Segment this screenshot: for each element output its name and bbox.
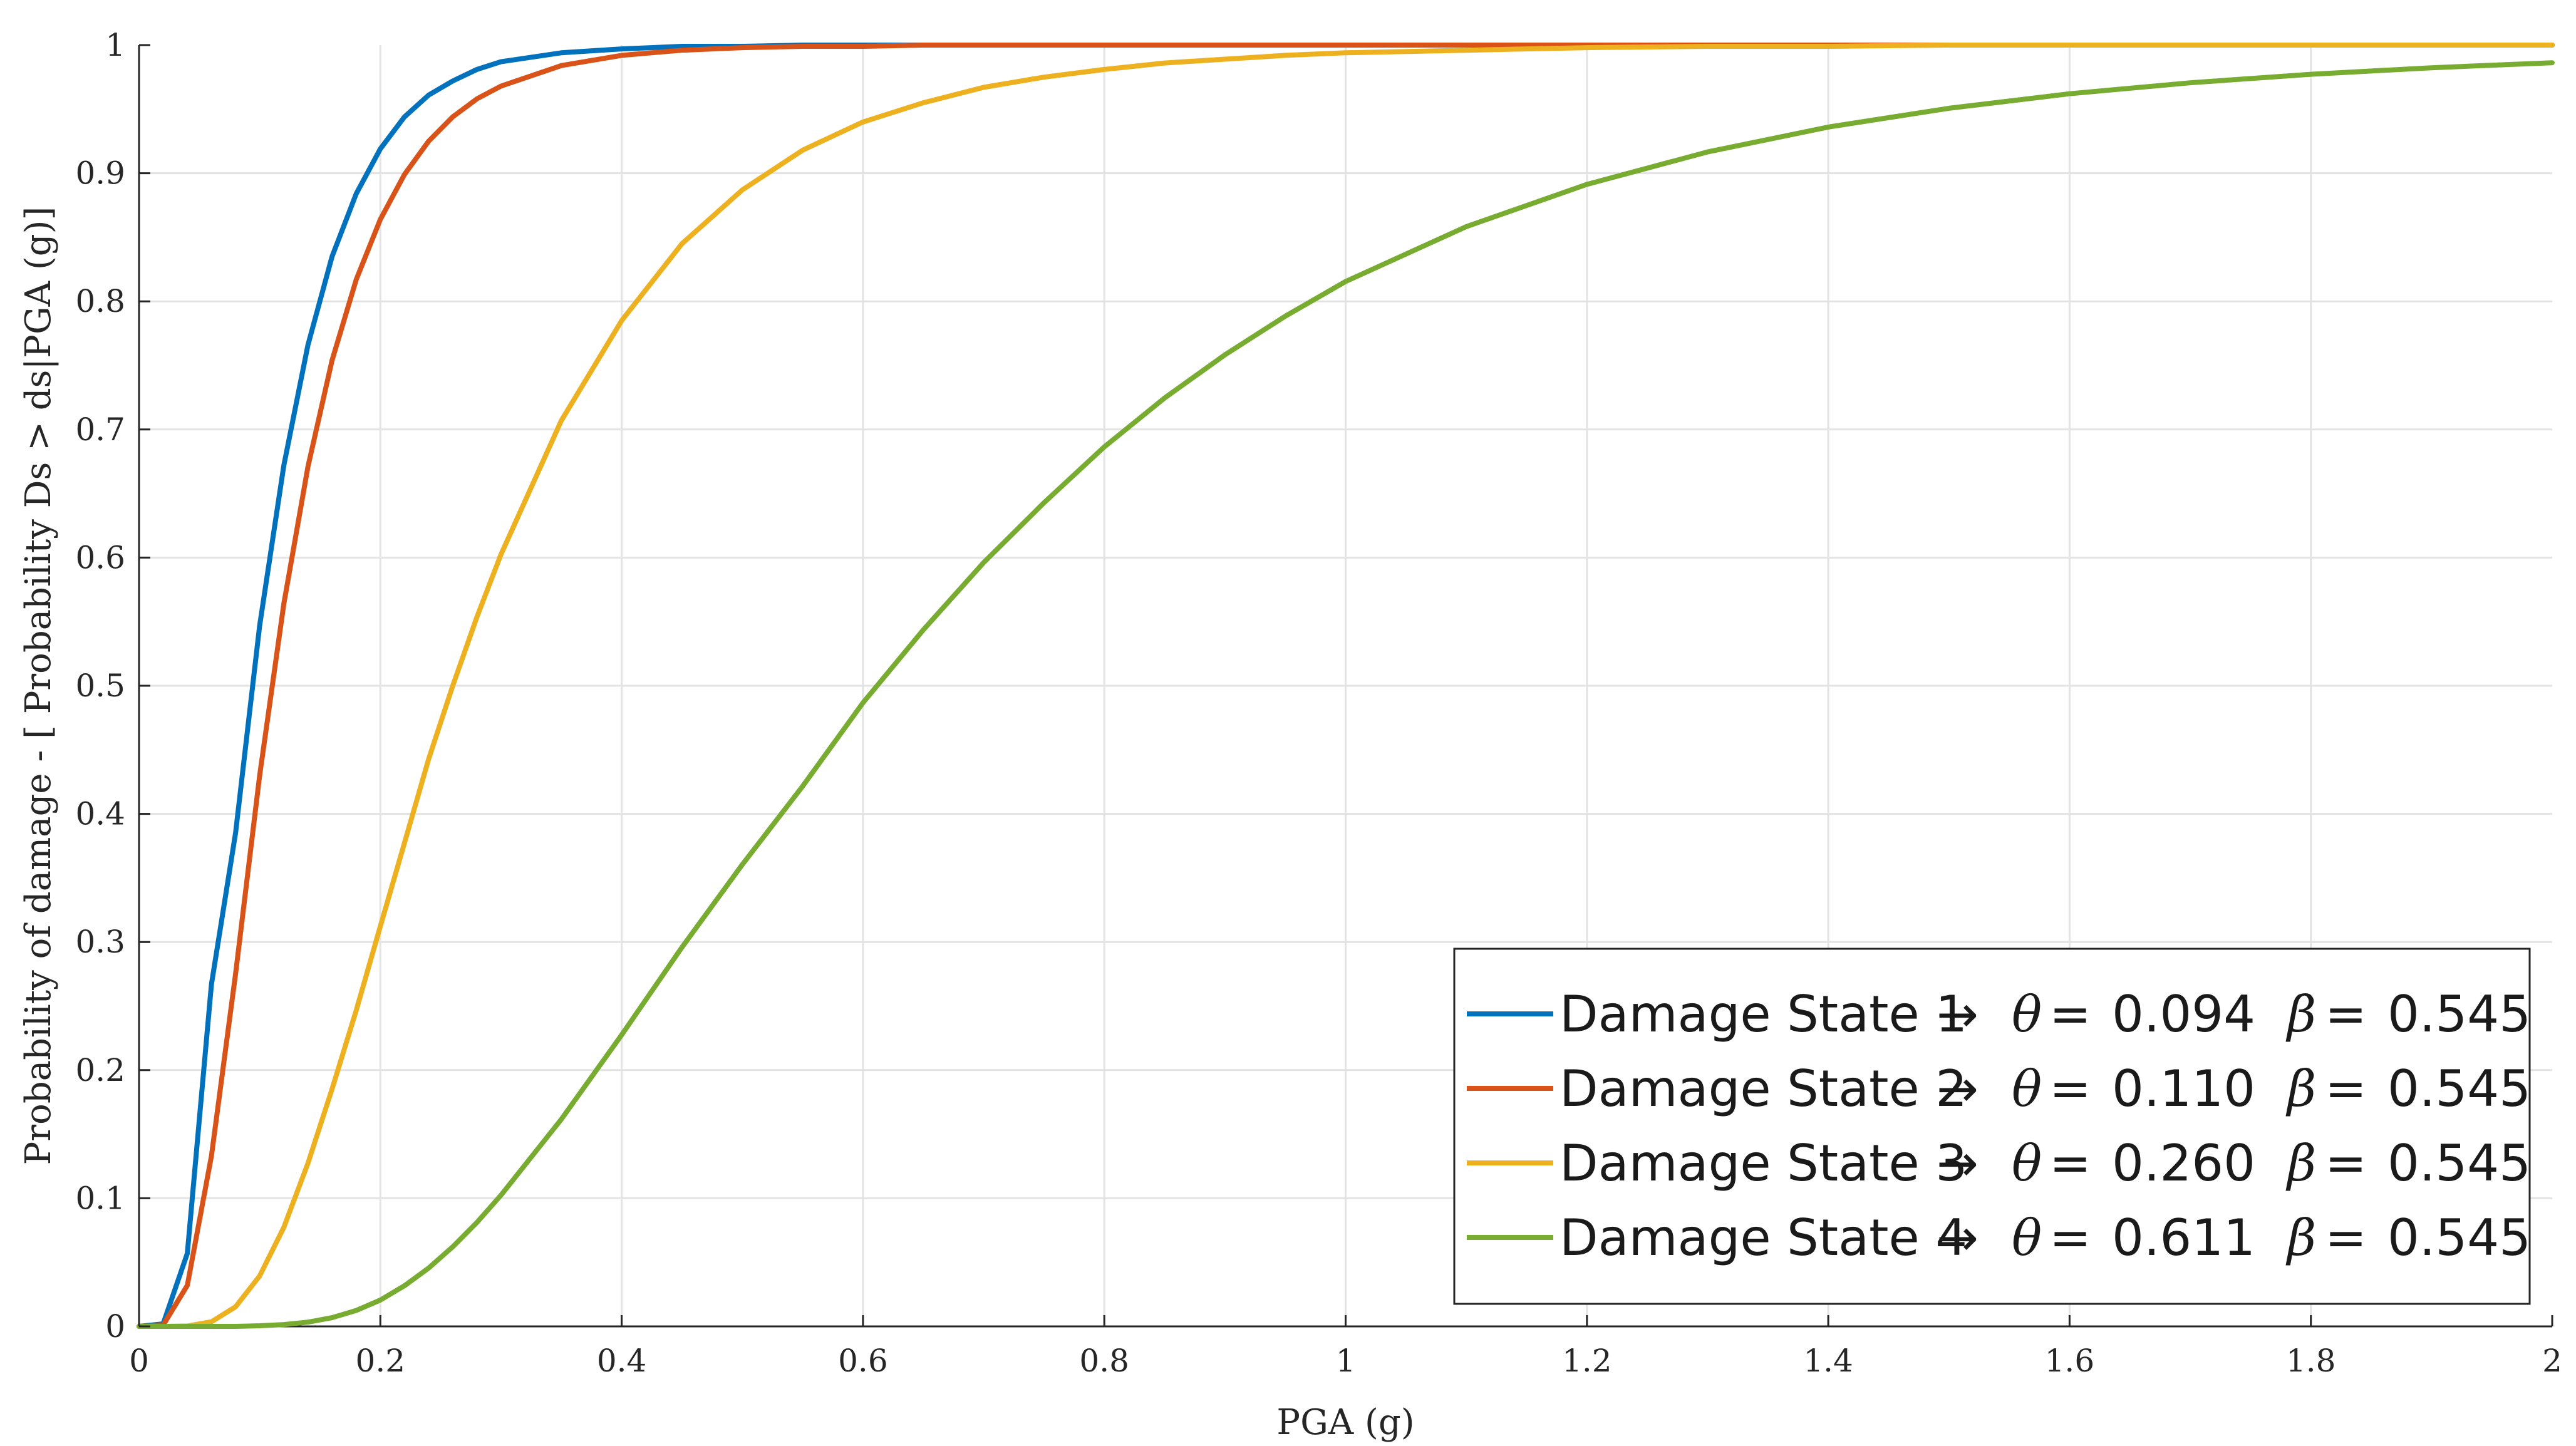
legend-series-name: Damage State 4 <box>1560 1209 1967 1267</box>
legend-beta-symbol: β <box>2285 1134 2316 1192</box>
series-group <box>137 43 2555 1329</box>
x-tick-label: 1.8 <box>2286 1343 2336 1379</box>
y-axis-ticks: 0 0.1 0.2 0.3 0.4 0.5 0.6 0.7 0.8 0.9 1 <box>75 27 150 1345</box>
legend-arrow: → <box>1937 985 1979 1043</box>
legend-equals: = <box>2049 1060 2091 1118</box>
y-axis-label: Probability of damage - [ Probability Ds… <box>18 207 59 1165</box>
y-tick-label: 0.8 <box>75 283 125 319</box>
legend-beta-value: 0.545 <box>2387 1134 2531 1192</box>
legend-arrow: → <box>1937 1134 1979 1192</box>
legend-beta-value: 0.545 <box>2387 985 2531 1043</box>
legend-theta-value: 0.611 <box>2112 1209 2255 1267</box>
x-axis-ticks: 0 0.2 0.4 0.6 0.8 1 1.2 1.4 1.6 1.8 2 <box>129 1315 2562 1379</box>
legend-beta-value: 0.545 <box>2387 1060 2531 1118</box>
series-line-ds4 <box>137 60 2555 1329</box>
legend-arrow: → <box>1937 1209 1979 1267</box>
legend-equals: = <box>2325 1134 2367 1192</box>
y-tick-label: 0.7 <box>75 411 125 448</box>
x-tick-label: 1 <box>1336 1343 1356 1379</box>
x-tick-label: 0 <box>129 1343 149 1379</box>
legend-box <box>1453 948 2531 1305</box>
legend-equals: = <box>2049 985 2091 1043</box>
legend-equals: = <box>2325 1060 2367 1118</box>
legend-beta-symbol: β <box>2285 985 2316 1043</box>
y-tick-label: 1 <box>105 27 125 63</box>
x-tick-label: 1.2 <box>1562 1343 1612 1379</box>
legend-theta-symbol: θ <box>2012 1209 2042 1267</box>
x-tick-label: 0.8 <box>1079 1343 1129 1379</box>
legend-arrow: → <box>1937 1060 1979 1118</box>
legend-theta-value: 0.260 <box>2112 1134 2255 1192</box>
y-tick-label: 0.6 <box>75 539 125 576</box>
legend-theta-symbol: θ <box>2012 1060 2042 1118</box>
legend-series-name: Damage State 2 <box>1560 1060 1967 1118</box>
y-tick-label: 0 <box>105 1308 125 1345</box>
x-tick-label: 1.4 <box>1803 1343 1853 1379</box>
series-line-ds3 <box>137 43 2555 1329</box>
x-tick-label: 0.4 <box>597 1343 647 1379</box>
x-axis-label: PGA (g) <box>1276 1402 1414 1443</box>
legend-theta-value: 0.110 <box>2112 1060 2255 1118</box>
y-tick-label: 0.1 <box>75 1180 125 1216</box>
x-tick-label: 0.2 <box>356 1343 406 1379</box>
y-tick-label: 0.2 <box>75 1052 125 1088</box>
legend-theta-symbol: θ <box>2012 1134 2042 1192</box>
x-tick-label: 2 <box>2542 1343 2562 1379</box>
legend-beta-value: 0.545 <box>2387 1209 2531 1267</box>
x-tick-label: 0.6 <box>838 1343 888 1379</box>
legend-equals: = <box>2049 1134 2091 1192</box>
legend-equals: = <box>2325 985 2367 1043</box>
legend-theta-symbol: θ <box>2012 985 2042 1043</box>
y-tick-label: 0.4 <box>75 796 125 832</box>
legend-theta-value: 0.094 <box>2112 985 2255 1043</box>
x-tick-label: 1.6 <box>2045 1343 2095 1379</box>
legend-equals: = <box>2325 1209 2367 1267</box>
y-tick-label: 0.9 <box>75 155 125 192</box>
legend-series-name: Damage State 3 <box>1560 1134 1967 1192</box>
legend-equals: = <box>2049 1209 2091 1267</box>
legend-beta-symbol: β <box>2285 1209 2316 1267</box>
y-tick-label: 0.3 <box>75 924 125 960</box>
legend-beta-symbol: β <box>2285 1060 2316 1118</box>
y-tick-label: 0.5 <box>75 668 125 704</box>
legend-series-name: Damage State 1 <box>1560 985 1967 1043</box>
